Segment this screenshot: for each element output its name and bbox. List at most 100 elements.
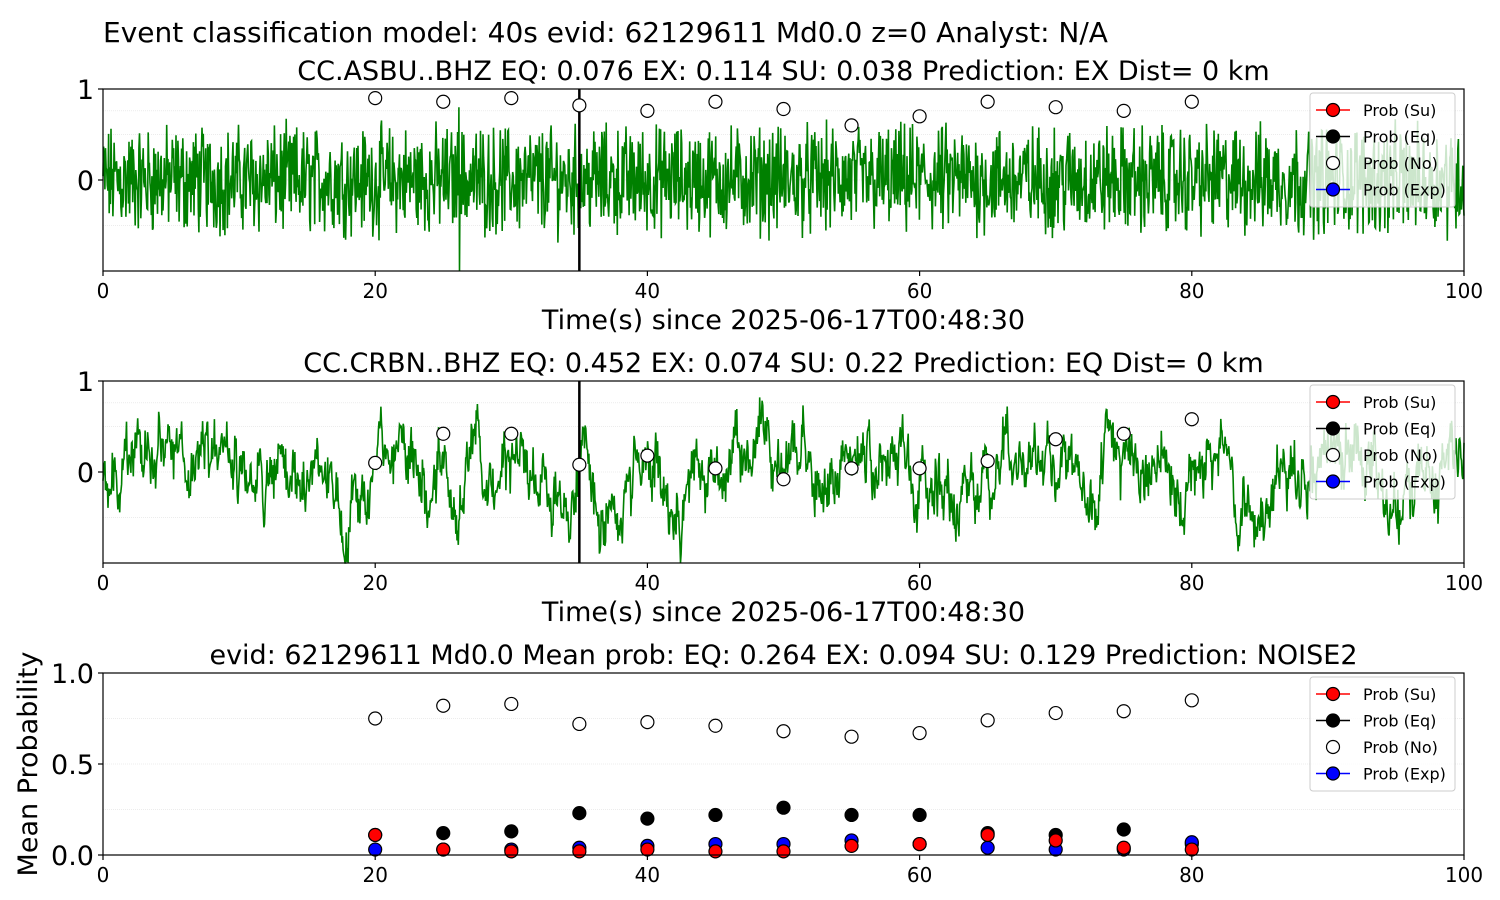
prob-no-point <box>708 461 723 476</box>
x-tick-label: 40 <box>635 863 660 887</box>
y-tick-label: 0 <box>77 458 94 489</box>
x-tick-label: 20 <box>362 571 387 595</box>
legend-label: Prob (Eq) <box>1363 420 1436 439</box>
prob-exp-point <box>980 840 995 855</box>
x-tick-label: 60 <box>907 571 932 595</box>
prob-eq-point <box>776 800 791 815</box>
legend-marker <box>1325 155 1341 171</box>
y-tick-label: 0.5 <box>51 750 94 781</box>
prob-no-point <box>776 472 791 487</box>
legend-label: Prob (Su) <box>1363 393 1436 412</box>
prob-no-point <box>368 90 383 106</box>
x-axis-label: Time(s) since 2025-06-17T00:48:30 <box>541 597 1025 628</box>
prob-su-point <box>1116 840 1131 855</box>
x-tick-label: 100 <box>1445 571 1483 595</box>
prob-no-point <box>640 448 655 463</box>
prob-no-point <box>980 453 995 469</box>
prob-eq-point <box>504 824 519 839</box>
prob-su-point <box>572 844 587 859</box>
prob-no-point <box>980 713 995 728</box>
waveform-trace <box>102 107 1465 272</box>
panel-title: evid: 62129611 Md0.0 Mean prob: EQ: 0.26… <box>209 640 1357 671</box>
prob-no-point <box>912 725 927 741</box>
prob-no-point <box>912 109 927 124</box>
panel-asbu: CC.ASBU..BHZ EQ: 0.076 EX: 0.114 SU: 0.0… <box>77 56 1483 336</box>
prob-no-point <box>1116 426 1131 441</box>
prob-no-point <box>912 461 927 476</box>
legend-marker <box>1325 421 1341 436</box>
prob-no-point <box>572 457 587 472</box>
prob-no-point <box>1048 705 1063 721</box>
prob-no-point <box>368 711 383 726</box>
x-tick-label: 60 <box>907 279 932 303</box>
prob-no-point <box>1184 693 1199 708</box>
prob-eq-point <box>572 806 587 821</box>
panel-title: CC.CRBN..BHZ EQ: 0.452 EX: 0.074 SU: 0.2… <box>303 348 1264 379</box>
legend-marker <box>1325 129 1341 144</box>
prob-no-point <box>572 716 587 732</box>
x-tick-label: 80 <box>1179 863 1204 887</box>
legend-marker <box>1325 713 1341 728</box>
y-tick-label: 0.0 <box>51 841 94 872</box>
legend-marker <box>1325 766 1341 781</box>
x-tick-label: 40 <box>635 571 660 595</box>
prob-no-point <box>1116 704 1131 719</box>
prob-no-point <box>708 718 723 733</box>
prob-eq-point <box>436 826 451 841</box>
legend-box <box>1309 92 1456 208</box>
prob-su-point <box>640 842 655 857</box>
y-axis-label: Mean Probability <box>13 652 44 877</box>
prob-su-point <box>980 827 995 843</box>
prob-no-point <box>436 426 451 441</box>
y-tick-label: 1.0 <box>51 659 94 690</box>
prob-su-point <box>436 842 451 857</box>
prob-su-point <box>844 838 859 854</box>
x-tick-label: 0 <box>97 571 110 595</box>
prob-no-point <box>436 698 451 713</box>
figure-suptitle: Event classification model: 40s evid: 62… <box>103 16 1108 49</box>
prob-su-point <box>1184 842 1199 857</box>
x-tick-label: 100 <box>1445 279 1483 303</box>
prob-no-point <box>1184 412 1199 427</box>
prob-eq-point <box>640 811 655 826</box>
panel-mean-probability: evid: 62129611 Md0.0 Mean prob: EQ: 0.26… <box>13 640 1483 887</box>
legend-label: Prob (No) <box>1363 446 1438 465</box>
prob-su-point <box>368 827 383 843</box>
prob-no-point <box>436 94 451 109</box>
legend-marker <box>1325 102 1341 118</box>
prob-su-point <box>776 844 791 859</box>
x-tick-label: 80 <box>1179 279 1204 303</box>
x-tick-label: 40 <box>635 279 660 303</box>
legend-marker <box>1325 394 1341 410</box>
prob-su-point <box>504 844 519 859</box>
legend-marker <box>1325 182 1341 197</box>
x-tick-label: 0 <box>97 279 110 303</box>
y-tick-label: 1 <box>77 367 94 398</box>
prob-no-point <box>844 729 859 744</box>
prob-no-point <box>776 724 791 739</box>
legend-box <box>1309 384 1456 500</box>
x-tick-label: 60 <box>907 863 932 887</box>
prob-no-point <box>640 103 655 118</box>
legend-label: Prob (Exp) <box>1363 181 1446 200</box>
prob-no-point <box>504 426 519 441</box>
prob-no-point <box>1116 103 1131 118</box>
prob-eq-point <box>912 807 927 823</box>
y-tick-label: 1 <box>77 75 94 106</box>
legend-label: Prob (No) <box>1363 154 1438 173</box>
panel-crbn: CC.CRBN..BHZ EQ: 0.452 EX: 0.074 SU: 0.2… <box>77 348 1483 628</box>
prob-no-point <box>1048 432 1063 447</box>
x-tick-label: 80 <box>1179 571 1204 595</box>
legend-label: Prob (No) <box>1363 738 1438 757</box>
x-axis-label: Time(s) since 2025-06-17T00:48:30 <box>541 305 1025 336</box>
prob-no-point <box>844 118 859 133</box>
legend-label: Prob (Eq) <box>1363 128 1436 147</box>
x-tick-label: 20 <box>362 863 387 887</box>
legend-box <box>1309 676 1456 792</box>
legend-marker <box>1325 739 1341 755</box>
prob-no-point <box>844 461 859 476</box>
legend-label: Prob (Exp) <box>1363 473 1446 492</box>
prob-no-point <box>640 715 655 730</box>
legend-marker <box>1325 474 1341 489</box>
